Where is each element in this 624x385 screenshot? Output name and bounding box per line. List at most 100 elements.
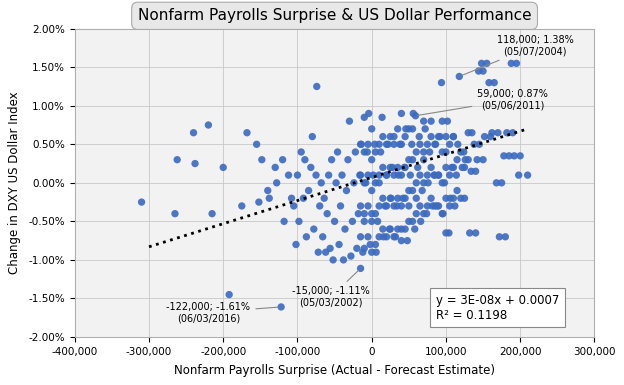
Point: [170, 211, 180, 217]
Point: [445, 172, 455, 178]
Point: [449, 134, 459, 140]
Point: [307, 134, 317, 140]
Point: [294, 218, 304, 224]
Point: [449, 134, 459, 140]
Point: [374, 180, 384, 186]
Point: [188, 130, 198, 136]
Point: [348, 218, 358, 224]
Point: [434, 203, 444, 209]
Point: [394, 172, 404, 178]
Point: [447, 164, 457, 171]
Point: [451, 172, 461, 178]
Point: [399, 164, 409, 171]
Point: [316, 180, 326, 186]
Point: [438, 211, 448, 217]
Point: [470, 168, 480, 174]
Point: [461, 157, 470, 163]
Point: [328, 257, 338, 263]
Point: [257, 157, 267, 163]
Point: [422, 141, 432, 147]
Point: [430, 172, 440, 178]
Point: [378, 164, 388, 171]
Point: [422, 211, 432, 217]
Point: [439, 180, 449, 186]
Point: [411, 149, 421, 155]
Point: [423, 180, 433, 186]
Point: [480, 134, 490, 140]
Point: [500, 234, 510, 240]
Text: 118,000; 1.38%
(05/07/2004): 118,000; 1.38% (05/07/2004): [462, 35, 573, 75]
Point: [497, 180, 507, 186]
Point: [373, 218, 383, 224]
Point: [430, 203, 440, 209]
Point: [363, 172, 373, 178]
Point: [364, 110, 374, 117]
Point: [499, 153, 509, 159]
Point: [420, 126, 430, 132]
Point: [419, 157, 429, 163]
Point: [419, 211, 429, 217]
Point: [430, 141, 440, 147]
Point: [346, 253, 356, 259]
Point: [363, 203, 373, 209]
Point: [286, 195, 296, 201]
Point: [381, 141, 391, 147]
Point: [463, 130, 473, 136]
Point: [356, 172, 366, 178]
Point: [321, 249, 331, 255]
Point: [378, 134, 388, 140]
Point: [385, 195, 395, 201]
Point: [400, 195, 410, 201]
Point: [434, 172, 444, 178]
Point: [482, 60, 492, 67]
Point: [371, 241, 381, 248]
Point: [356, 141, 366, 147]
Point: [338, 257, 348, 263]
Point: [392, 195, 402, 201]
Point: [319, 195, 329, 201]
Point: [381, 172, 391, 178]
Point: [407, 218, 417, 224]
Point: [432, 203, 442, 209]
Point: [367, 157, 377, 163]
Point: [449, 164, 459, 171]
Point: [340, 226, 350, 232]
Point: [331, 180, 341, 186]
Point: [442, 118, 452, 124]
Point: [271, 180, 281, 186]
Point: [400, 164, 410, 171]
Point: [242, 130, 252, 136]
Point: [429, 172, 439, 178]
Point: [449, 195, 459, 201]
Point: [415, 172, 425, 178]
Point: [296, 149, 306, 155]
Point: [419, 180, 429, 186]
Point: [207, 211, 217, 217]
Point: [379, 234, 389, 240]
Point: [367, 126, 377, 132]
Point: [264, 195, 274, 201]
Point: [389, 172, 399, 178]
Point: [371, 211, 381, 217]
Point: [417, 187, 427, 194]
Point: [454, 74, 464, 80]
Point: [392, 126, 402, 132]
Point: [381, 234, 391, 240]
Point: [437, 180, 447, 186]
Point: [376, 149, 386, 155]
Point: [343, 157, 353, 163]
Point: [391, 234, 401, 240]
Point: [314, 203, 324, 209]
Point: [489, 80, 499, 86]
Point: [437, 149, 447, 155]
Point: [466, 168, 476, 174]
Point: [389, 134, 399, 140]
Point: [279, 218, 289, 224]
Point: [361, 180, 371, 186]
Point: [334, 241, 344, 248]
Point: [322, 211, 332, 217]
Point: [437, 211, 447, 217]
Point: [371, 249, 381, 255]
Point: [401, 126, 411, 132]
Point: [172, 157, 182, 163]
